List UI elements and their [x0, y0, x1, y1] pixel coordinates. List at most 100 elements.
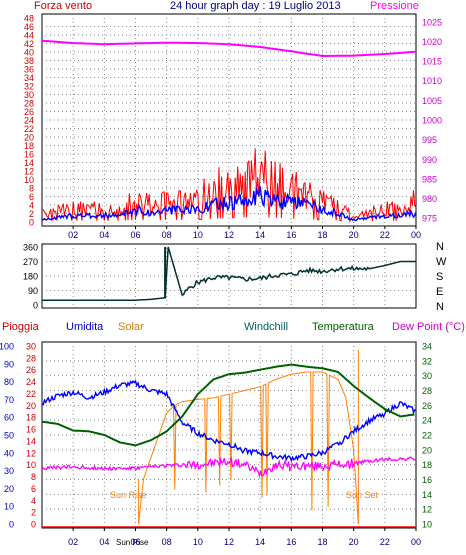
wind-tick-label: 4: [29, 201, 34, 211]
pressure-tick-label: 980: [422, 194, 437, 204]
rain-tick-label: 24: [26, 377, 36, 387]
rain-tick-label: 22: [26, 389, 36, 399]
direction-tick-label: 360: [23, 243, 38, 253]
direction-tick-label: 90: [28, 286, 38, 296]
rain-tick-label: 6: [31, 484, 36, 494]
wind-tick-label: 32: [24, 82, 34, 92]
rain-tick-label: 26: [26, 365, 36, 375]
humidity-tick-label: 20: [4, 484, 14, 494]
wind-tick-label: 26: [24, 107, 34, 117]
x-tick-label: 08: [162, 230, 172, 240]
wind-tick-label: 34: [24, 73, 34, 83]
rain-tick-label: 4: [31, 496, 36, 506]
wind-average-line: [41, 186, 417, 222]
wind-tick-label: 0: [29, 218, 34, 228]
x-tick-label: 04: [99, 230, 109, 240]
x-tick-label: 06: [130, 537, 140, 547]
pressure-tick-label: 1020: [422, 37, 442, 47]
x-tick-label: 06: [130, 230, 140, 240]
temperature-tick-label: 26: [422, 401, 432, 411]
rain-tick-label: 18: [26, 413, 36, 423]
wind-tick-label: 38: [24, 56, 34, 66]
x-tick-label: 00: [411, 230, 421, 240]
pressure-tick-label: 995: [422, 135, 437, 145]
pressure-tick-label: 1010: [422, 76, 442, 86]
rain-tick-label: 30: [26, 342, 36, 352]
rain-tick-label: 14: [26, 436, 36, 446]
humidity-axis-title: Umidita: [66, 321, 104, 333]
x-tick-label: 16: [286, 230, 296, 240]
direction-tick-label: 0: [33, 301, 38, 311]
x-tick-label: 00: [411, 537, 421, 547]
wind-tick-label: 12: [24, 167, 34, 177]
x-tick-label: 18: [317, 537, 327, 547]
humidity-tick-label: 0: [9, 520, 14, 530]
temperature-tick-label: 20: [422, 445, 432, 455]
wind-tick-label: 18: [24, 141, 34, 151]
wind-tick-label: 8: [29, 184, 34, 194]
direction-letter: N: [436, 241, 444, 253]
wind-gust-line: [41, 148, 417, 224]
pressure-tick-label: 1025: [422, 17, 442, 27]
x-tick-label: 20: [349, 230, 359, 240]
rain-tick-label: 8: [31, 472, 36, 482]
humidity-tick-label: 90: [4, 359, 14, 369]
sun-rise-axis-label: Sun Rise: [116, 538, 149, 547]
wind-tick-label: 40: [24, 48, 34, 58]
rain-tick-label: 20: [26, 401, 36, 411]
direction-letter: S: [436, 271, 443, 283]
wind-tick-label: 16: [24, 150, 34, 160]
temperature-tick-label: 28: [422, 386, 432, 396]
chart-marks: 0246810121416182022242628303234363840424…: [0, 14, 447, 548]
wind-tick-label: 20: [24, 133, 34, 143]
x-tick-label: 16: [286, 537, 296, 547]
wind-tick-label: 14: [24, 158, 34, 168]
x-tick-label: 08: [162, 537, 172, 547]
rain-tick-label: 12: [26, 448, 36, 458]
x-tick-label: 14: [255, 230, 265, 240]
humidity-line: [41, 379, 417, 463]
x-tick-label: 10: [193, 537, 203, 547]
wind-tick-label: 10: [24, 175, 34, 185]
pressure-line: [41, 39, 417, 57]
solar-axis-title: Solar: [118, 321, 144, 333]
direction-tick-label: 180: [23, 272, 38, 282]
windchill-axis-title: Windchill: [244, 321, 288, 333]
temperature-tick-label: 16: [422, 475, 432, 485]
temperature-tick-label: 30: [422, 371, 432, 381]
pressure-tick-label: 975: [422, 214, 437, 224]
temperature-tick-label: 14: [422, 490, 432, 500]
pressure-tick-label: 1000: [422, 116, 442, 126]
direction-tick-label: 270: [23, 257, 38, 267]
humidity-tick-label: 10: [4, 502, 14, 512]
x-tick-label: 02: [68, 230, 78, 240]
pressure-tick-label: 985: [422, 174, 437, 184]
wind-direction-line: [42, 246, 416, 301]
wind-tick-label: 44: [24, 31, 34, 41]
x-tick-label: 22: [380, 230, 390, 240]
dewpoint-axis-title: Dew Point (°C): [392, 321, 465, 333]
temperature-tick-label: 12: [422, 505, 432, 515]
temperature-tick-label: 18: [422, 460, 432, 470]
humidity-tick-label: 30: [4, 466, 14, 476]
x-tick-label: 12: [224, 537, 234, 547]
humidity-tick-label: 70: [4, 395, 14, 405]
direction-letter: W: [436, 256, 447, 268]
wind-tick-label: 36: [24, 65, 34, 75]
temperature-line: [41, 363, 415, 447]
temperature-axis-title: Temperatura: [312, 321, 375, 333]
humidity-tick-label: 100: [0, 342, 14, 352]
rain-tick-label: 0: [31, 520, 36, 530]
x-tick-label: 04: [99, 537, 109, 547]
temperature-tick-label: 32: [422, 356, 432, 366]
pressure-tick-label: 990: [422, 155, 437, 165]
humidity-tick-label: 80: [4, 377, 14, 387]
x-tick-label: 20: [349, 537, 359, 547]
direction-letter: E: [436, 286, 443, 298]
humidity-tick-label: 60: [4, 413, 14, 423]
x-tick-label: 18: [317, 230, 327, 240]
solar-line: [138, 371, 359, 525]
wind-tick-label: 22: [24, 124, 34, 134]
